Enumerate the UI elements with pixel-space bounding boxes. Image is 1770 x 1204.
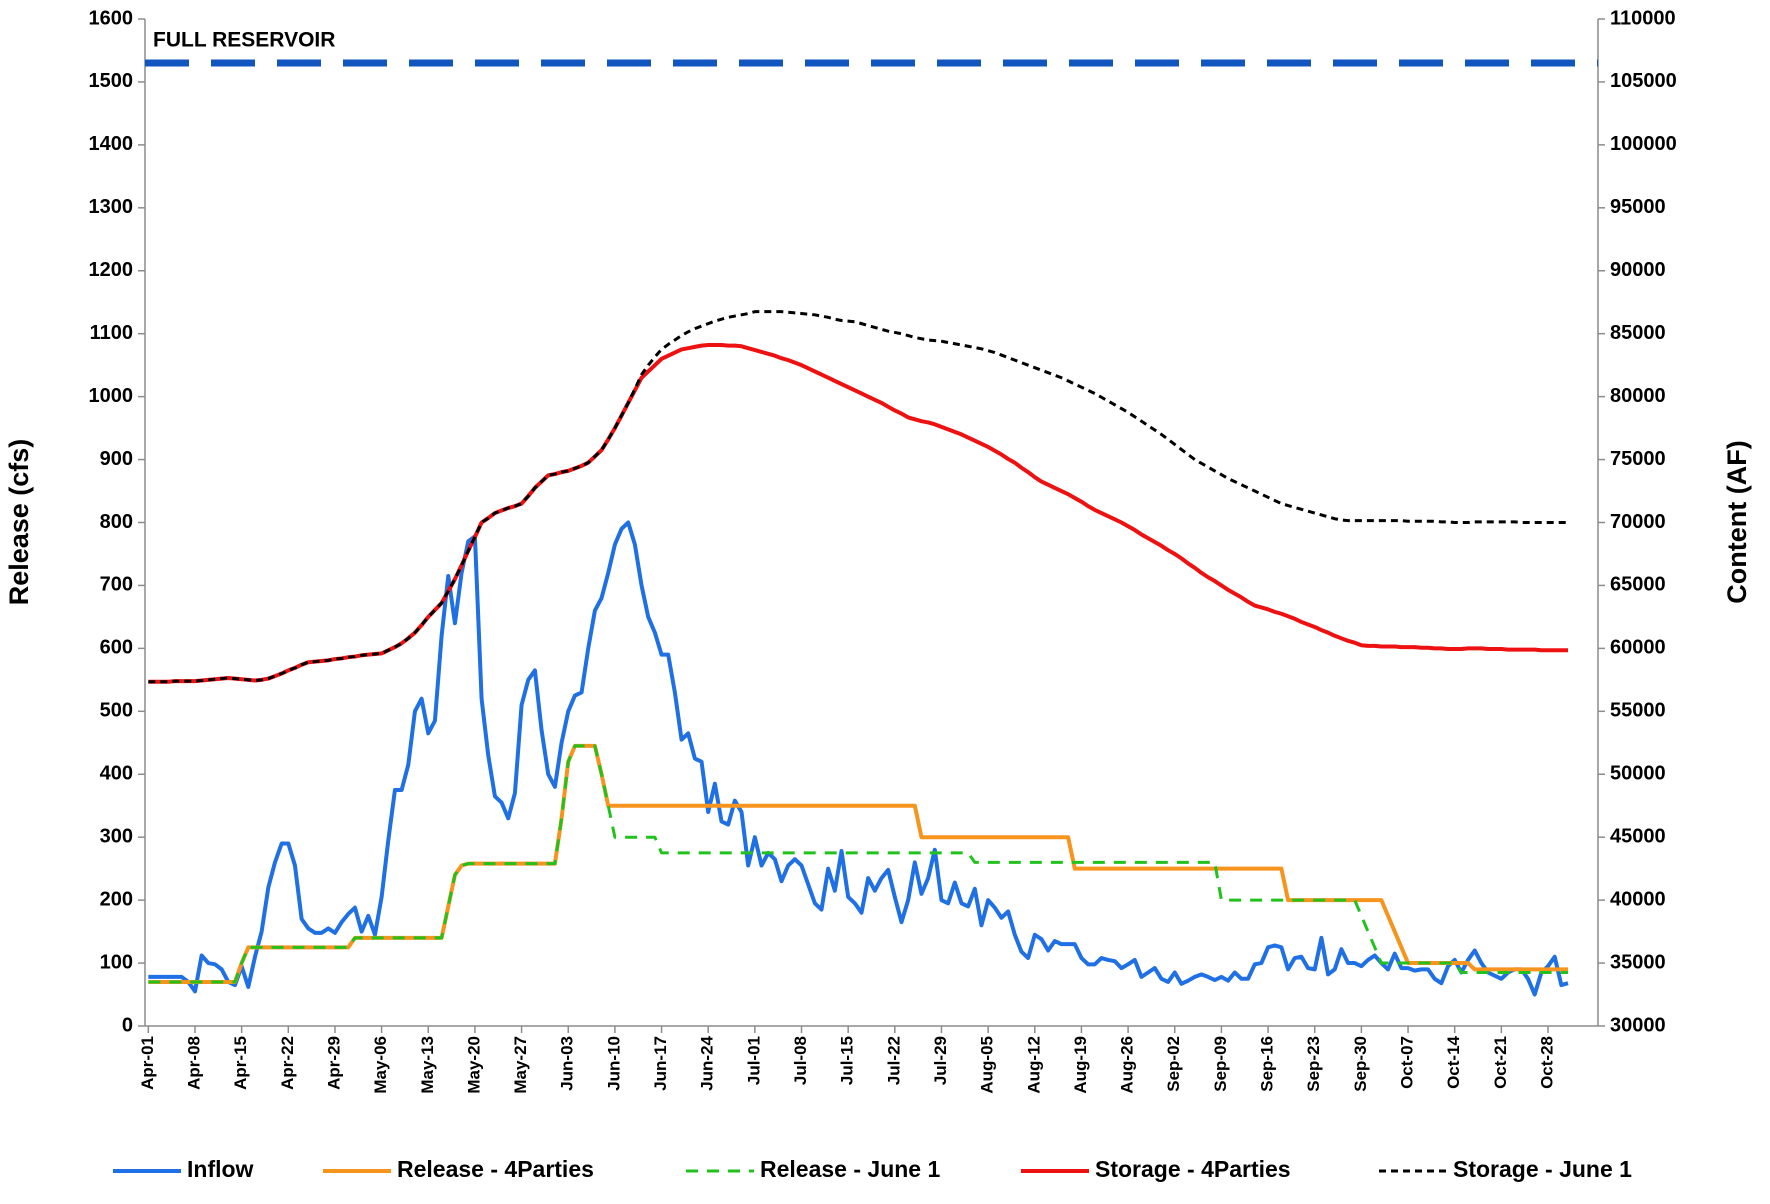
y-tick-label: 1400 <box>89 133 134 155</box>
x-tick-label: May-27 <box>511 1036 530 1094</box>
x-tick-label: Jul-15 <box>838 1036 857 1085</box>
y-tick-label: 400 <box>100 763 133 785</box>
x-tick-label: Jun-24 <box>698 1035 717 1090</box>
series-line <box>148 744 1569 984</box>
y-tick-label: 100 <box>100 951 133 973</box>
x-tick-label: Oct-14 <box>1444 1035 1463 1088</box>
y-tick-label: 900 <box>100 448 133 470</box>
x-tick-label: Jun-03 <box>558 1036 577 1091</box>
y-tick-label: 0 <box>122 1014 133 1036</box>
y-tick-label: 1000 <box>89 385 134 407</box>
x-tick-label: Jun-10 <box>604 1036 623 1091</box>
x-tick-label: Apr-15 <box>231 1036 250 1090</box>
y-tick-label: 1500 <box>89 70 134 92</box>
legend-label: Storage - June 1 <box>1453 1156 1632 1182</box>
y2-tick-label: 75000 <box>1610 448 1666 470</box>
x-tick-label: Sep-23 <box>1304 1036 1323 1092</box>
x-tick-label: Oct-28 <box>1537 1036 1556 1089</box>
y-tick-label: 600 <box>100 637 133 659</box>
x-tick-label: Apr-29 <box>324 1036 343 1090</box>
y2-tick-label: 55000 <box>1610 700 1666 722</box>
x-tick-label: Apr-08 <box>184 1036 203 1090</box>
x-tick-label: Aug-19 <box>1071 1036 1090 1094</box>
y2-tick-label: 105000 <box>1610 70 1677 92</box>
y2-tick-label: 85000 <box>1610 322 1666 344</box>
y-tick-label: 1100 <box>90 322 133 344</box>
y2-tick-label: 90000 <box>1610 259 1666 281</box>
series-line <box>148 310 1569 684</box>
y2-tick-label: 40000 <box>1610 888 1666 910</box>
full-reservoir-label: FULL RESERVOIR <box>153 29 335 52</box>
y2-axis-title: Content (AF) <box>1722 440 1752 603</box>
legend-label: Release - June 1 <box>760 1156 940 1182</box>
x-tick-label: Jul-22 <box>884 1036 903 1085</box>
y2-tick-label: 70000 <box>1610 511 1666 533</box>
y-tick-label: 700 <box>100 574 133 596</box>
y-tick-label: 800 <box>100 511 133 533</box>
y-tick-label: 200 <box>100 888 133 910</box>
y2-tick-label: 95000 <box>1610 196 1666 218</box>
y-axis-title: Release (cfs) <box>4 439 34 606</box>
x-tick-label: Oct-21 <box>1491 1036 1510 1089</box>
x-tick-label: Apr-22 <box>278 1036 297 1090</box>
series-line <box>148 520 1569 997</box>
legend-label: Inflow <box>187 1156 254 1182</box>
series-line <box>148 343 1569 684</box>
y-tick-label: 1200 <box>89 259 134 281</box>
x-tick-label: May-13 <box>418 1036 437 1094</box>
x-tick-label: May-06 <box>371 1036 390 1094</box>
legend-label: Storage - 4Parties <box>1095 1156 1291 1182</box>
y-tick-label: 500 <box>100 700 133 722</box>
y-tick-label: 300 <box>100 825 133 847</box>
x-tick-label: Sep-16 <box>1258 1036 1277 1092</box>
x-tick-label: Sep-02 <box>1164 1036 1183 1092</box>
y-tick-label: 1300 <box>89 196 134 218</box>
x-tick-label: Jul-08 <box>791 1036 810 1085</box>
x-tick-label: Jul-01 <box>744 1036 763 1085</box>
y-tick-label: 1600 <box>89 7 134 29</box>
y2-tick-label: 45000 <box>1610 825 1666 847</box>
series-line <box>148 743 1569 984</box>
x-tick-label: Aug-26 <box>1118 1036 1137 1094</box>
x-tick-label: Jul-29 <box>931 1036 950 1085</box>
y2-tick-label: 35000 <box>1610 951 1666 973</box>
x-tick-label: Aug-12 <box>1024 1036 1043 1094</box>
y2-tick-label: 65000 <box>1610 574 1666 596</box>
x-tick-label: Apr-01 <box>138 1036 157 1090</box>
y2-tick-label: 80000 <box>1610 385 1666 407</box>
x-tick-label: Aug-05 <box>978 1036 997 1094</box>
x-tick-label: Jun-17 <box>651 1036 670 1091</box>
y2-tick-label: 110000 <box>1610 7 1676 29</box>
y2-tick-label: 30000 <box>1610 1014 1666 1036</box>
y2-tick-label: 100000 <box>1610 133 1677 155</box>
x-tick-label: Sep-30 <box>1351 1036 1370 1092</box>
y2-tick-label: 50000 <box>1610 763 1666 785</box>
x-tick-label: Oct-07 <box>1398 1036 1417 1089</box>
x-tick-label: May-20 <box>464 1036 483 1094</box>
x-tick-label: Sep-09 <box>1211 1036 1230 1092</box>
y2-tick-label: 60000 <box>1610 637 1666 659</box>
legend-label: Release - 4Parties <box>397 1156 594 1182</box>
